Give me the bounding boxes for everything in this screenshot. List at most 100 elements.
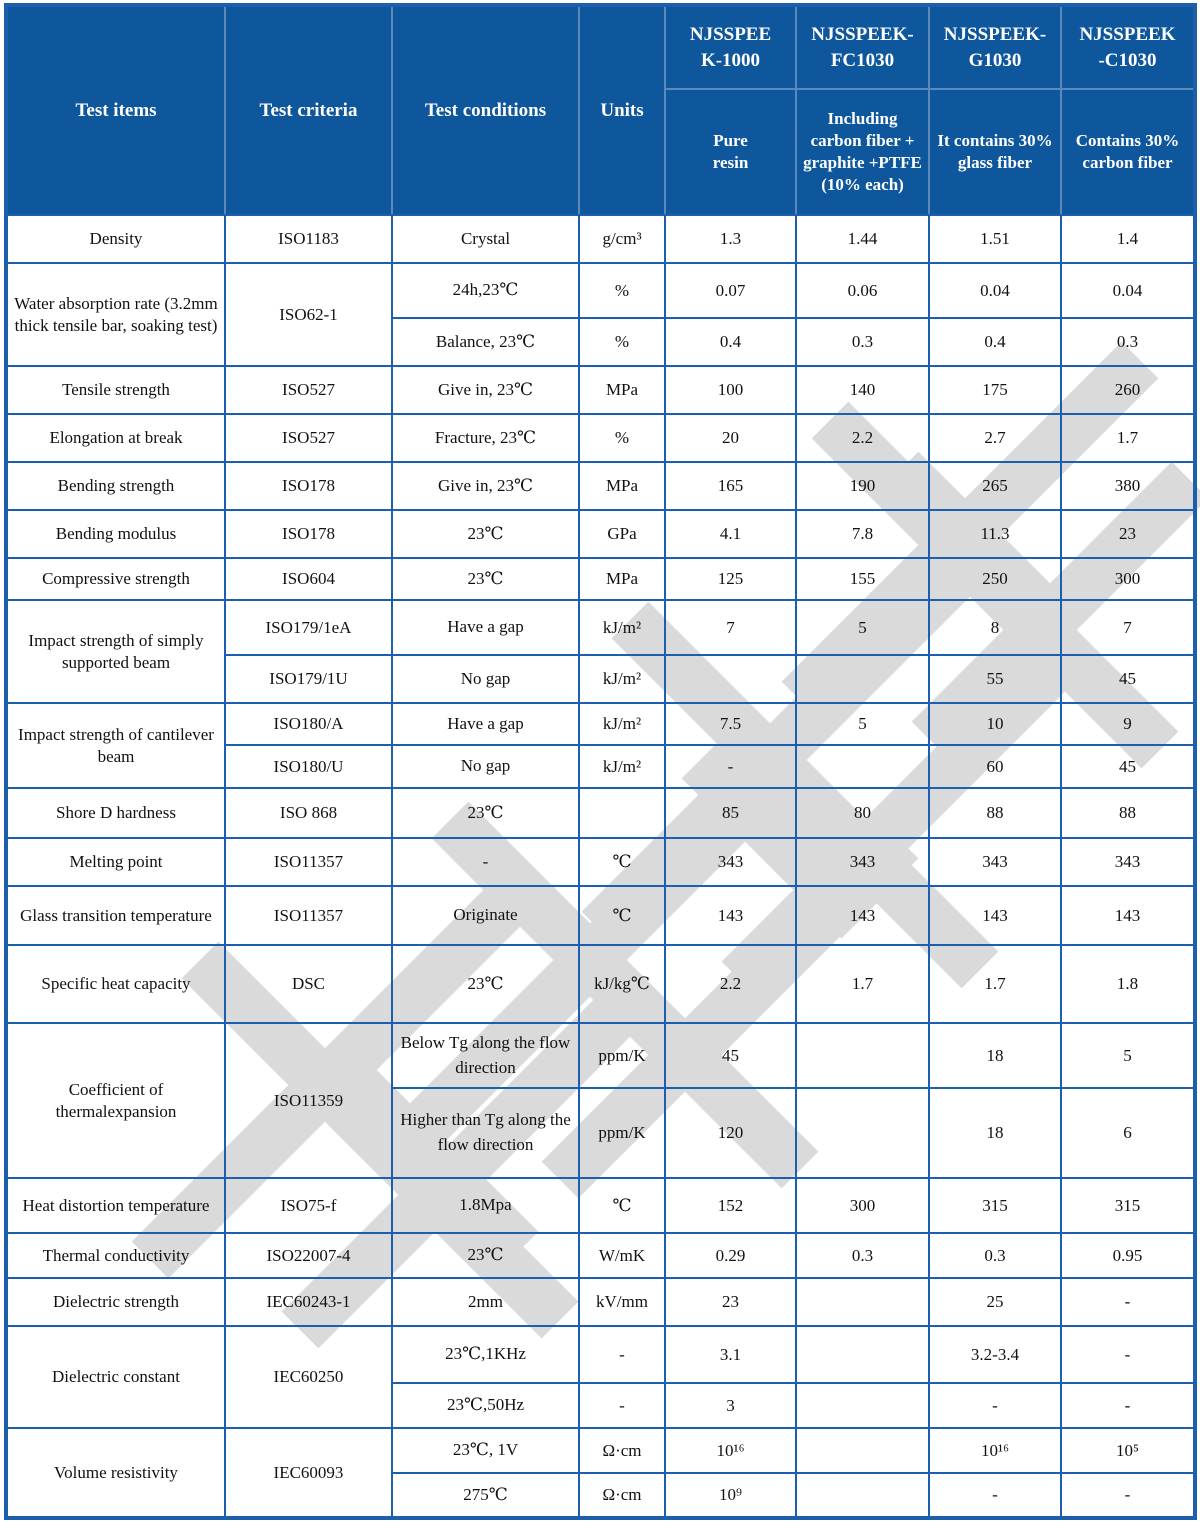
- cell-value: 45: [1060, 744, 1196, 789]
- cell-test-condition: 23℃,50Hz: [391, 1382, 580, 1429]
- cell-test-condition: 23℃: [391, 944, 580, 1024]
- cell-unit: Ω·cm: [578, 1427, 666, 1474]
- cell-value: 0.04: [928, 262, 1062, 319]
- cell-value: 343: [928, 837, 1062, 887]
- cell-value: 0.4: [928, 317, 1062, 367]
- cell-value: [795, 1472, 930, 1519]
- cell-test-condition: Give in, 23℃: [391, 365, 580, 415]
- cell-value: 60: [928, 744, 1062, 789]
- cell-test-condition: Originate: [391, 885, 580, 946]
- table-row: Dielectric constant IEC60250 23℃,1KHz -3.1 3…: [5, 1325, 1196, 1429]
- cell-value: 45: [664, 1022, 797, 1089]
- cell-test-criteria: ISO 868: [224, 787, 393, 839]
- cell-value: -: [1060, 1472, 1196, 1519]
- cell-value: 0.29: [664, 1232, 797, 1279]
- table-row: Higher than Tg along the flow direction p…: [6, 1087, 1196, 1179]
- cell-unit: g/cm³: [578, 214, 666, 264]
- table-body: Density ISO1183 Crystal g/cm³ 1.3 1.44 1.51 1.4…: [5, 214, 1196, 1519]
- cell-value: 1.7: [1060, 413, 1196, 463]
- product-name-njsspeek-1000: NJSSPEE K-1000: [664, 4, 797, 90]
- cell-test-condition: No gap: [391, 744, 580, 789]
- cell-unit: ℃: [578, 885, 666, 946]
- cell-test-item: Volume resistivity: [5, 1427, 226, 1519]
- cell-value: 55: [928, 654, 1062, 704]
- cell-test-item: Glass transition temperature: [5, 885, 226, 946]
- cell-value: 1.3: [664, 214, 797, 264]
- table-row: Compressive strength ISO604 23℃ MPa 125 155 25…: [5, 557, 1196, 601]
- cell-value: 1.7: [928, 944, 1062, 1024]
- table-row: Density ISO1183 Crystal g/cm³ 1.3 1.44 1.51 1.4: [5, 214, 1196, 264]
- cell-value: 18: [928, 1087, 1062, 1179]
- cell-test-item: Dielectric constant: [5, 1325, 226, 1429]
- cell-value: [664, 654, 797, 704]
- cell-value: 10⁵: [1060, 1427, 1196, 1474]
- cell-value: 0.95: [1060, 1232, 1196, 1279]
- cell-test-condition: 23℃: [391, 787, 580, 839]
- cell-test-criteria: ISO604: [224, 557, 393, 601]
- cell-value: 88: [928, 787, 1062, 839]
- cell-value: 300: [795, 1177, 930, 1234]
- cell-value: 25: [928, 1277, 1062, 1327]
- cell-value: 1.51: [928, 214, 1062, 264]
- cell-unit: GPa: [578, 509, 666, 559]
- table-row: ISO180/U No gap kJ/m² - 60 45: [6, 744, 1196, 789]
- table-row: Impact strength of simply supported beam…: [5, 599, 1196, 704]
- cell-value: 11.3: [928, 509, 1062, 559]
- cell-value: 260: [1060, 365, 1196, 415]
- product-desc-njsspeek-c1030: Contains 30% carbon fiber: [1060, 88, 1196, 216]
- cell-value: 152: [664, 1177, 797, 1234]
- cell-value: 1.44: [795, 214, 930, 264]
- cell-unit: ppm/K: [578, 1022, 666, 1089]
- cell-value: 120: [664, 1087, 797, 1179]
- cell-unit: ℃: [578, 837, 666, 887]
- table-row: Specific heat capacity DSC 23℃ kJ/kg℃ 2.2 1.7…: [5, 944, 1196, 1024]
- cell-value: 9: [1060, 702, 1196, 746]
- cell-test-item: Elongation at break: [5, 413, 226, 463]
- cell-unit: kV/mm: [578, 1277, 666, 1327]
- table-row: Melting point ISO11357- ℃ 343 343 343 343: [5, 837, 1196, 887]
- cell-value: 2.2: [795, 413, 930, 463]
- cell-test-criteria: ISO180/A: [224, 702, 393, 746]
- cell-test-item: Thermal conductivity: [5, 1232, 226, 1279]
- cell-value: [795, 1382, 930, 1429]
- cell-test-condition: 23℃: [391, 557, 580, 601]
- product-name-njsspeek-fc1030: NJSSPEEK- FC1030: [795, 4, 930, 90]
- cell-unit: MPa: [578, 461, 666, 511]
- cell-value: 125: [664, 557, 797, 601]
- cell-test-condition: Give in, 23℃: [391, 461, 580, 511]
- cell-value: [795, 1325, 930, 1384]
- cell-test-condition: Crystal: [391, 214, 580, 264]
- properties-table: Test items Test criteria Test conditions…: [4, 3, 1197, 1520]
- cell-test-condition: 24h,23℃: [391, 262, 580, 319]
- cell-value: 7.5: [664, 702, 797, 746]
- cell-unit: MPa: [578, 365, 666, 415]
- cell-value: 3.2-3.4: [928, 1325, 1062, 1384]
- cell-value: 7: [1060, 599, 1196, 656]
- cell-value: 10⁹: [664, 1472, 797, 1519]
- cell-unit: [578, 787, 666, 839]
- cell-value: 0.06: [795, 262, 930, 319]
- cell-value: 2.7: [928, 413, 1062, 463]
- cell-value: [795, 1087, 930, 1179]
- cell-value: 343: [795, 837, 930, 887]
- product-name-njsspeek-g1030: NJSSPEEK- G1030: [928, 4, 1062, 90]
- cell-unit: MPa: [578, 557, 666, 601]
- cell-value: 343: [1060, 837, 1196, 887]
- cell-test-criteria: ISO22007-4: [224, 1232, 393, 1279]
- cell-value: 300: [1060, 557, 1196, 601]
- cell-value: 143: [1060, 885, 1196, 946]
- cell-test-item: Melting point: [5, 837, 226, 887]
- cell-test-item: Dielectric strength: [5, 1277, 226, 1327]
- cell-unit: kJ/m²: [578, 654, 666, 704]
- cell-value: 23: [664, 1277, 797, 1327]
- cell-test-criteria: IEC60250: [224, 1325, 393, 1429]
- cell-value: 175: [928, 365, 1062, 415]
- cell-value: 190: [795, 461, 930, 511]
- cell-test-condition: No gap: [391, 654, 580, 704]
- cell-value: [795, 1022, 930, 1089]
- cell-unit: %: [578, 262, 666, 319]
- table-row: ISO179/1U No gap kJ/m² 55 45: [6, 654, 1196, 704]
- cell-unit: %: [578, 317, 666, 367]
- cell-test-item: Shore D hardness: [5, 787, 226, 839]
- header-units: Units: [578, 4, 666, 216]
